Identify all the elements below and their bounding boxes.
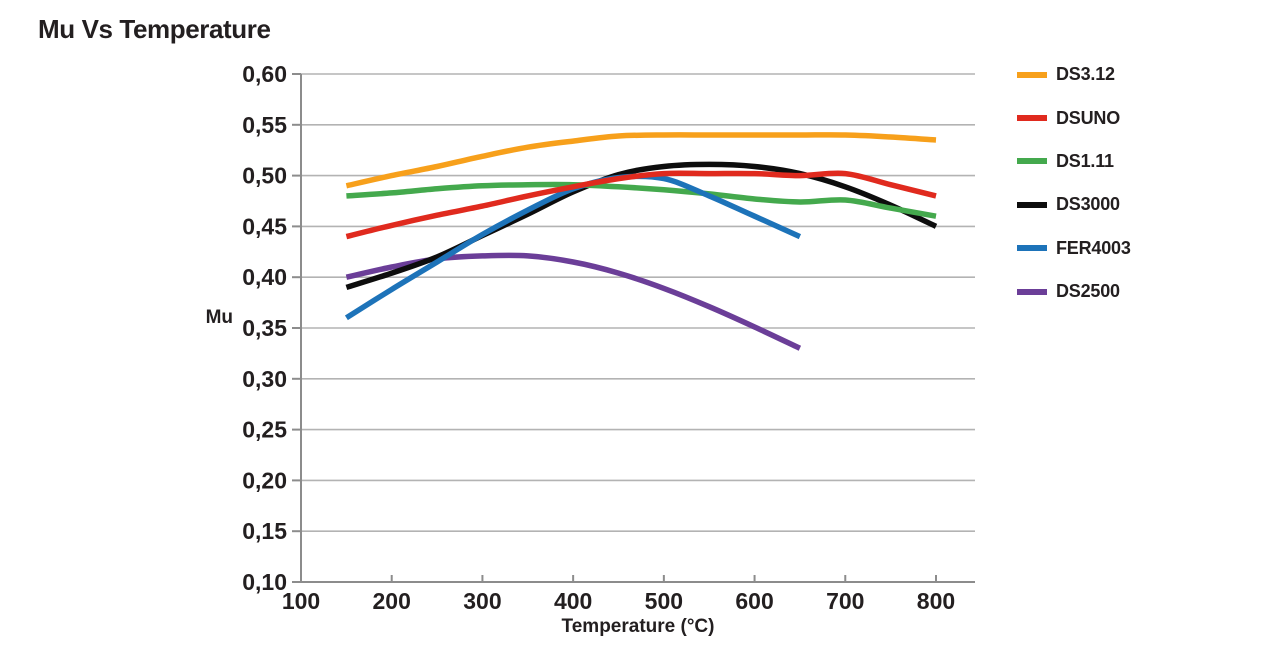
series-line-ds2500	[345, 252, 802, 351]
legend-swatch-icon	[1017, 115, 1047, 122]
legend-item-ds3000: DS3000	[1017, 183, 1197, 226]
y-tick-label: 0,15	[242, 518, 287, 544]
series-line-dsuno	[345, 170, 937, 240]
legend-item-fer4003: FER4003	[1017, 227, 1197, 270]
legend-label: FER4003	[1056, 237, 1131, 258]
legend-item-dsuno: DSUNO	[1017, 96, 1197, 139]
legend-item-ds111: DS1.11	[1017, 140, 1197, 183]
y-axis-title: Mu	[206, 307, 233, 328]
x-tick-label: 500	[645, 588, 683, 614]
x-tick-label: 400	[554, 588, 592, 614]
y-tick-label: 0,40	[242, 264, 287, 290]
legend-swatch-icon	[1017, 288, 1047, 295]
y-tick-label: 0,55	[242, 112, 287, 138]
series-line-ds3000	[345, 161, 938, 291]
series-line-ds312	[345, 132, 937, 189]
legend-swatch-icon	[1017, 71, 1047, 78]
y-tick-label: 0,60	[242, 61, 287, 87]
x-tick-label: 300	[463, 588, 501, 614]
chart-title: Mu Vs Temperature	[38, 14, 271, 44]
legend-swatch-icon	[1017, 158, 1047, 165]
x-tick-label: 200	[373, 588, 411, 614]
x-axis-title: Temperature (°C)	[562, 616, 715, 637]
legend-label: DS1.11	[1056, 150, 1114, 171]
legend-label: DS3000	[1056, 194, 1120, 215]
legend-item-ds2500: DS2500	[1017, 270, 1197, 313]
x-tick-label: 700	[826, 588, 864, 614]
y-tick-label: 0,45	[242, 213, 287, 239]
legend-label: DS2500	[1056, 281, 1120, 302]
y-tick-label: 0,35	[242, 315, 287, 341]
legend-item-ds312: DS3.12	[1017, 53, 1197, 96]
y-tick-label: 0,30	[242, 366, 287, 392]
y-tick-label: 0,25	[242, 417, 287, 443]
legend-label: DS3.12	[1056, 64, 1115, 85]
x-tick-label: 600	[735, 588, 773, 614]
y-tick-label: 0,50	[242, 163, 287, 189]
series-line-ds111	[346, 181, 937, 219]
y-tick-label: 0,20	[242, 467, 287, 493]
legend-label: DSUNO	[1056, 107, 1121, 128]
x-tick-label: 100	[282, 588, 320, 614]
legend-swatch-icon	[1017, 245, 1047, 252]
legend: DS3.12 DSUNO DS1.11 DS3000 FER4003 DS2500	[1017, 53, 1197, 313]
x-tick-label: 800	[917, 588, 955, 614]
y-tick-label: 0,10	[242, 569, 287, 595]
legend-swatch-icon	[1017, 201, 1047, 208]
